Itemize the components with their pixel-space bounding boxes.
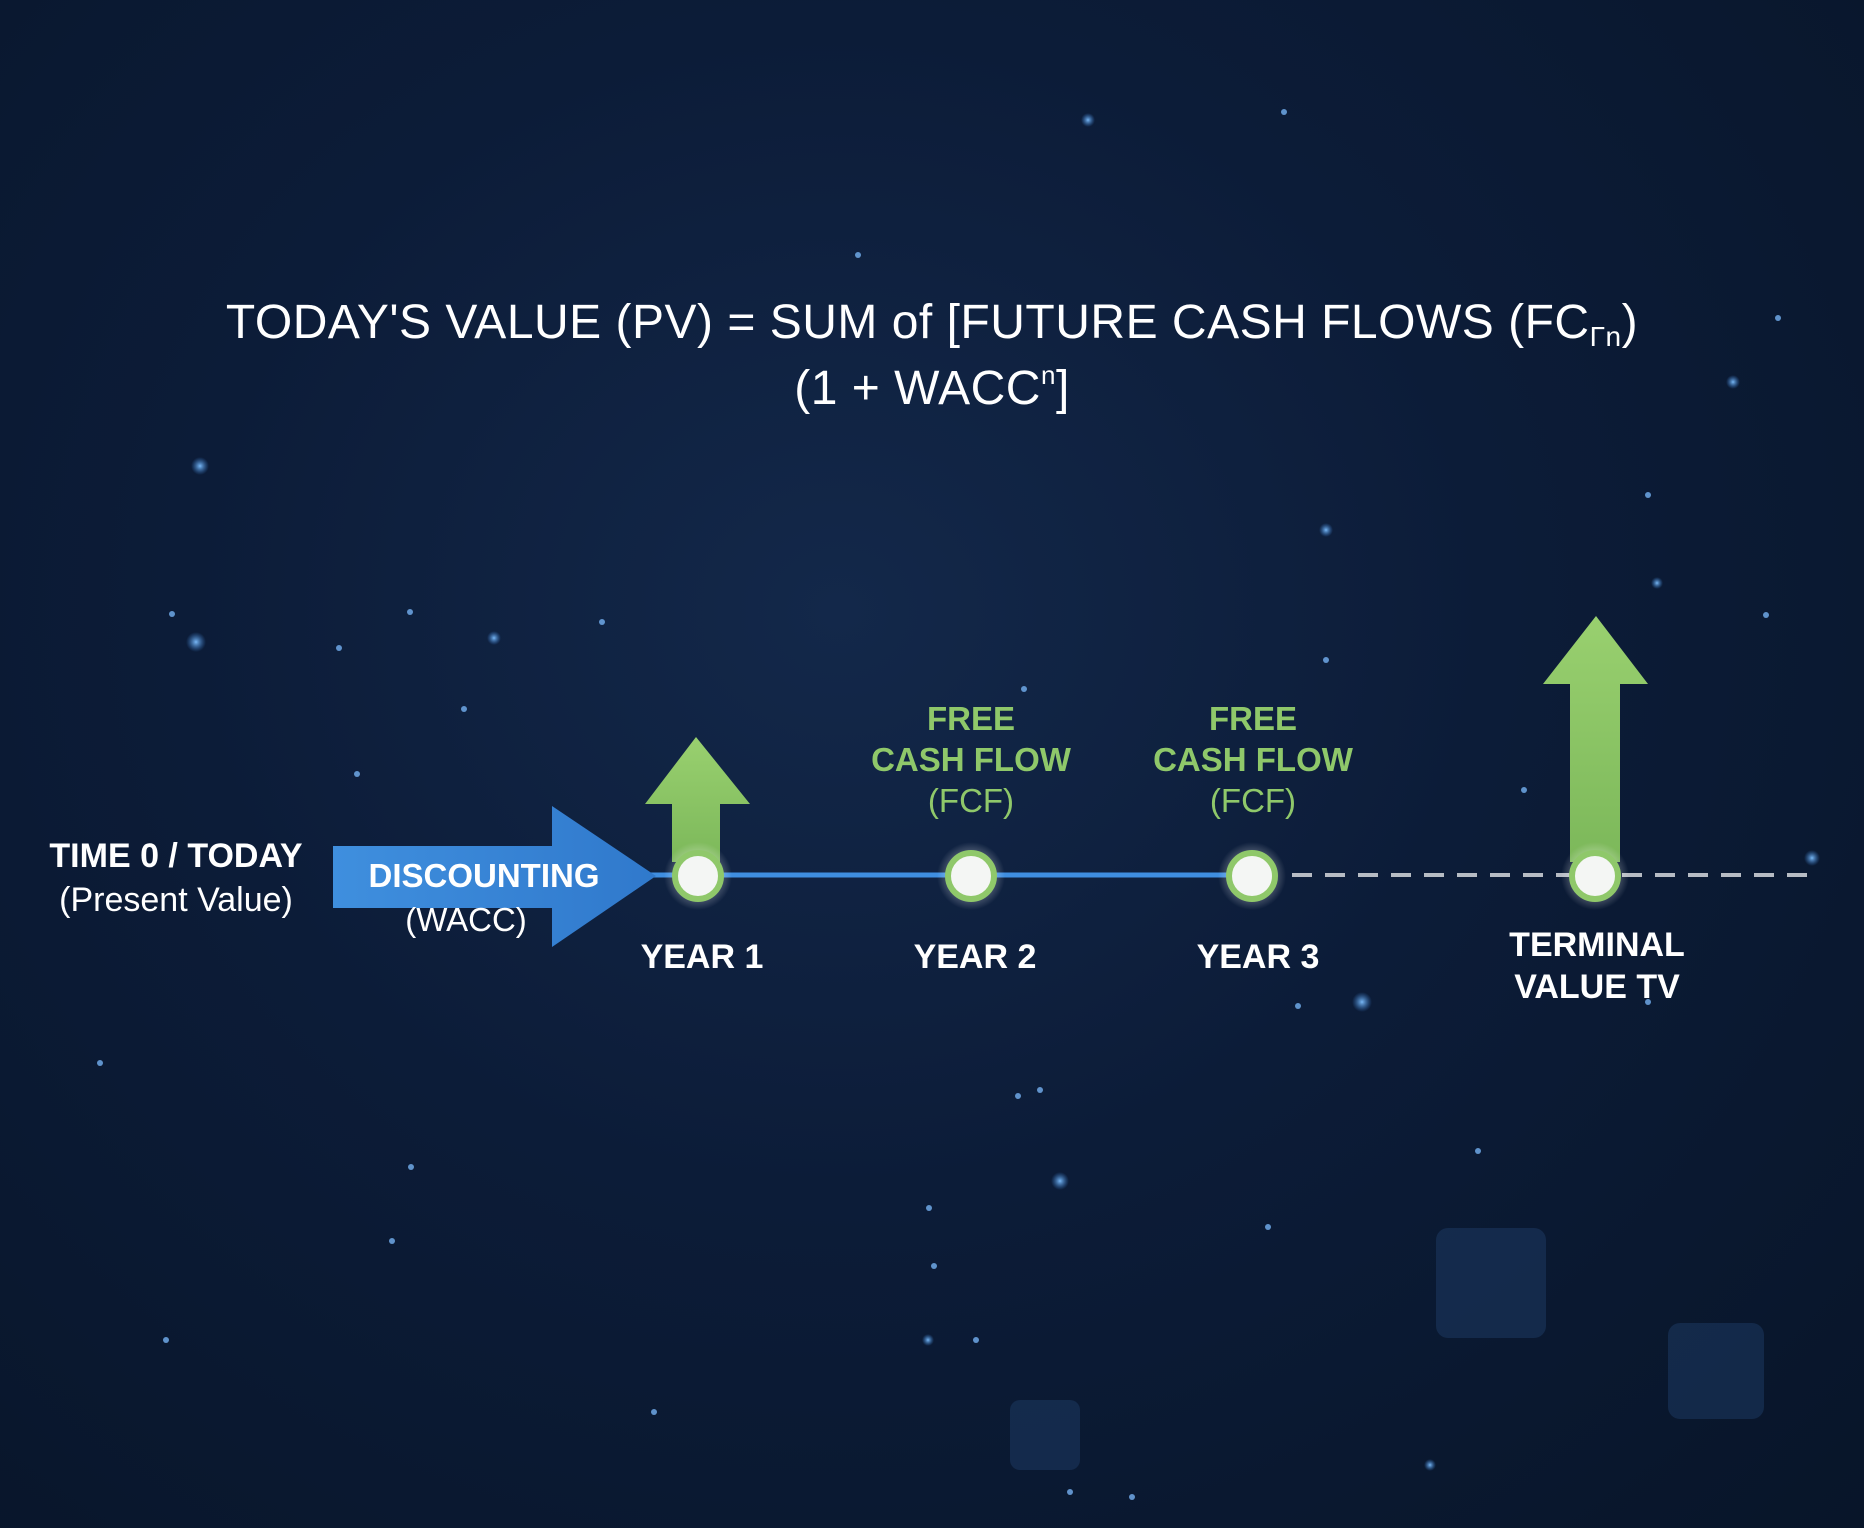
fcf-line: FREE <box>926 700 1015 737</box>
terminal-value-arrow <box>1543 616 1648 862</box>
formula-line-2: (1 + WACCn] <box>0 360 1864 416</box>
terminal-value-line: VALUE TV <box>1514 968 1680 1006</box>
formula-exponent: n <box>1040 360 1056 390</box>
year-2-label: YEAR 2 <box>913 938 1037 976</box>
time-zero-title: TIME 0 / TODAY <box>49 837 303 875</box>
formula-subscript: Γn <box>1589 321 1622 352</box>
time-zero-label: TIME 0 / TODAY (Present Value) <box>20 834 332 922</box>
fcf-line: (FCF) <box>1209 782 1297 819</box>
formula-close-bracket: ] <box>1055 362 1070 415</box>
discounting-label: DISCOUNTING (WACC) <box>350 854 618 942</box>
formula-close-paren: ) <box>1621 296 1639 349</box>
node-year-3 <box>1218 842 1286 910</box>
fcf-label-year-2: FREE CASH FLOW (FCF) <box>851 698 1091 821</box>
fcf-line: FREE <box>1208 700 1297 737</box>
terminal-value-line: TERMINAL <box>1509 926 1685 964</box>
terminal-value-label: TERMINAL VALUE TV <box>1467 924 1727 1008</box>
cash-flow-arrow-year-1 <box>645 737 750 862</box>
fcf-line: CASH FLOW <box>1153 741 1353 778</box>
wacc-text: (WACC) <box>405 901 527 938</box>
present-value-caption: (Present Value) <box>59 881 293 919</box>
formula-line-1: TODAY'S VALUE (PV) = SUM of [FUTURE CASH… <box>0 295 1864 353</box>
fcf-label-year-3: FREE CASH FLOW (FCF) <box>1133 698 1373 821</box>
formula-denominator: (1 + WACC <box>794 362 1041 415</box>
year-1-label: YEAR 1 <box>640 938 764 976</box>
year-3-label: YEAR 3 <box>1196 938 1320 976</box>
formula-numerator: TODAY'S VALUE (PV) = SUM of [FUTURE CASH… <box>225 296 1590 349</box>
discounting-arrow <box>333 806 656 947</box>
node-year-2 <box>937 842 1005 910</box>
node-year-1 <box>664 842 732 910</box>
node-terminal-value <box>1561 842 1629 910</box>
fcf-line: CASH FLOW <box>871 741 1071 778</box>
discounting-text: DISCOUNTING <box>368 857 600 894</box>
fcf-line: (FCF) <box>927 782 1015 819</box>
